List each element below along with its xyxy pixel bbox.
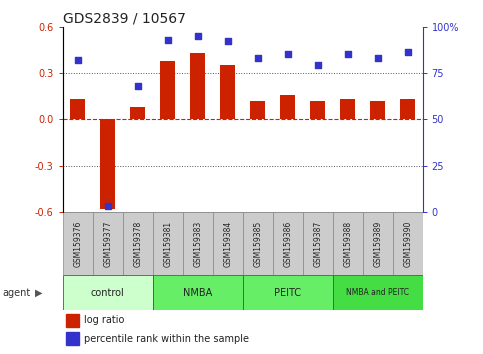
Text: GSM159386: GSM159386 (283, 221, 292, 267)
Bar (280, 95, 295, 119)
Text: NMBA and PEITC: NMBA and PEITC (346, 288, 409, 297)
Bar (66, 332, 79, 345)
Bar (393, 212, 423, 275)
Bar (190, 53, 205, 119)
Text: GSM159387: GSM159387 (313, 221, 322, 267)
Bar (250, 101, 265, 119)
Bar (400, 99, 415, 119)
Point (314, 63, 322, 68)
Text: percentile rank within the sample: percentile rank within the sample (85, 334, 249, 344)
Bar (363, 212, 393, 275)
Text: GSM159383: GSM159383 (193, 221, 202, 267)
Bar (242, 212, 273, 275)
Point (404, 50, 412, 55)
Bar (153, 275, 242, 310)
Text: GDS2839 / 10567: GDS2839 / 10567 (63, 11, 185, 25)
Bar (220, 65, 235, 119)
Point (344, 52, 352, 57)
Text: GSM159378: GSM159378 (133, 221, 142, 267)
Point (194, 33, 201, 39)
Text: GSM159389: GSM159389 (373, 221, 382, 267)
Point (104, 204, 112, 209)
Text: GSM159377: GSM159377 (103, 221, 112, 267)
Bar (333, 275, 423, 310)
Point (164, 37, 171, 42)
Bar (310, 101, 325, 119)
Text: log ratio: log ratio (85, 315, 125, 325)
Bar (153, 212, 183, 275)
Bar (242, 275, 333, 310)
Text: GSM159376: GSM159376 (73, 221, 82, 267)
Point (374, 55, 382, 61)
Bar (93, 212, 123, 275)
Text: ▶: ▶ (35, 288, 43, 298)
Point (284, 52, 292, 57)
Bar (213, 212, 242, 275)
Text: NMBA: NMBA (183, 288, 213, 298)
Point (224, 39, 231, 44)
Text: GSM159384: GSM159384 (223, 221, 232, 267)
Bar (71, 99, 85, 119)
Text: GSM159388: GSM159388 (343, 221, 352, 267)
Text: GSM159385: GSM159385 (253, 221, 262, 267)
Point (134, 83, 142, 89)
Bar (340, 99, 355, 119)
Bar (66, 314, 79, 326)
Bar (63, 212, 93, 275)
Text: GSM159381: GSM159381 (163, 221, 172, 267)
Text: PEITC: PEITC (274, 288, 301, 298)
Text: GSM159390: GSM159390 (403, 221, 412, 267)
Bar (370, 101, 385, 119)
Bar (100, 119, 115, 209)
Bar (273, 212, 303, 275)
Text: control: control (91, 288, 125, 298)
Bar (303, 212, 333, 275)
Bar (123, 212, 153, 275)
Point (254, 55, 262, 61)
Bar (183, 212, 213, 275)
Bar (130, 107, 145, 119)
Text: agent: agent (2, 288, 30, 298)
Bar (160, 61, 175, 119)
Bar (333, 212, 363, 275)
Point (74, 57, 82, 63)
Bar (63, 275, 153, 310)
